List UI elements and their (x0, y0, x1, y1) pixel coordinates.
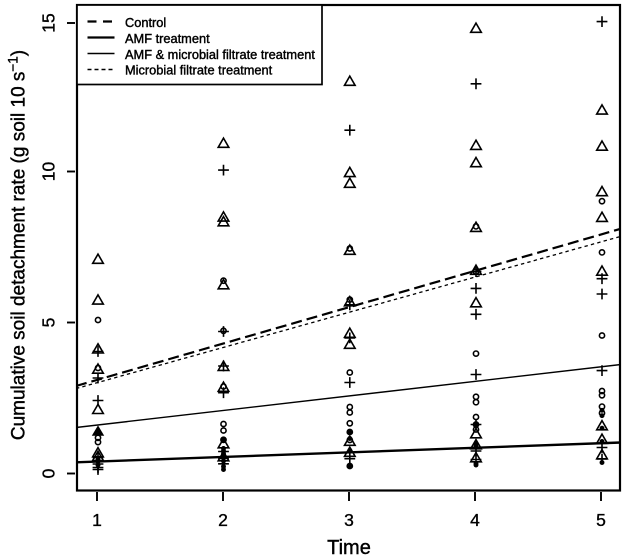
svg-text:Control: Control (125, 15, 166, 30)
svg-text:AMF treatment: AMF treatment (125, 31, 210, 46)
svg-text:2: 2 (218, 510, 228, 530)
svg-text:Time: Time (327, 537, 371, 556)
svg-text:AMF & microbial filtrate treat: AMF & microbial filtrate treatment (125, 47, 315, 62)
svg-text:1: 1 (92, 510, 102, 530)
svg-text:10: 10 (39, 162, 59, 182)
svg-text:15: 15 (39, 13, 59, 32)
svg-text:4: 4 (470, 510, 480, 530)
svg-text:0: 0 (39, 468, 59, 478)
svg-text:3: 3 (344, 510, 354, 530)
svg-text:5: 5 (39, 318, 59, 328)
svg-text:5: 5 (596, 510, 606, 530)
svg-text:Cumulative soil detachment rat: Cumulative soil detachment rate (g soil … (5, 50, 30, 440)
svg-text:Microbial filtrate treatment: Microbial filtrate treatment (125, 63, 273, 78)
